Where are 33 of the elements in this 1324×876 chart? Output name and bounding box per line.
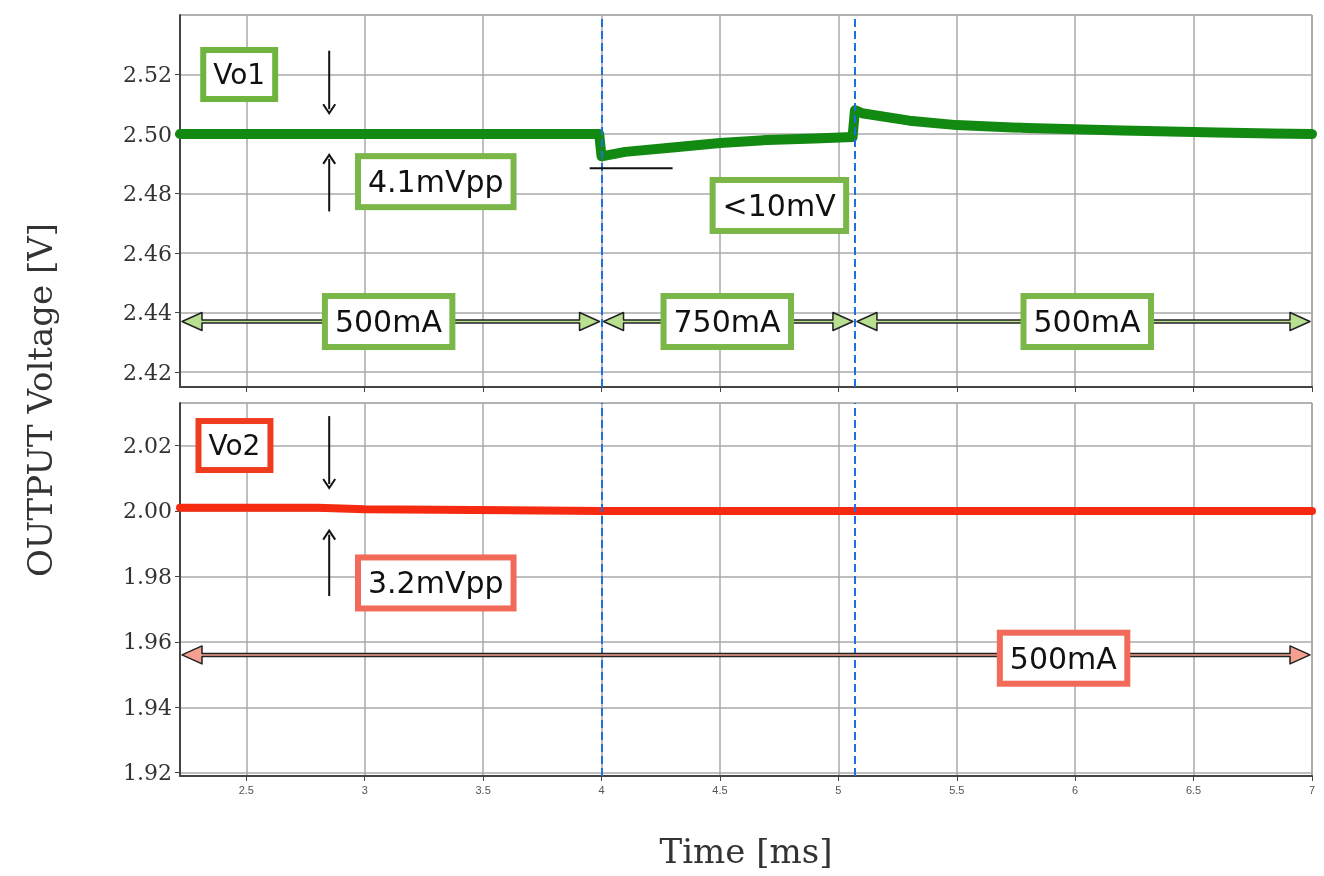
y-tick-label: 2.50 [123,121,172,147]
y-tick-label: 1.94 [123,694,172,720]
x-tick-label: 5 [835,783,842,796]
y-tick-label: 1.92 [123,760,172,786]
annotation: 500mA [334,304,443,340]
y-tick-label: 2.42 [123,359,172,385]
y-tick-label: 2.02 [123,433,172,459]
annotation: Vo1 [213,58,266,92]
y-tick-label: 2.00 [123,498,172,524]
annotation: 3.2mVpp [367,565,504,601]
y-tick-label: 2.46 [123,240,172,266]
x-tick-label: 6.5 [1185,783,1202,796]
y-tick-label: 2.44 [123,300,172,326]
x-tick-label: 4.5 [712,783,728,796]
x-tick-label: 2.5 [238,783,254,796]
x-tick-label: 4 [598,783,605,796]
annotation: 500mA [1009,640,1118,676]
x-tick-label: 5.5 [949,783,965,796]
y-tick-label: 1.98 [123,563,172,589]
x-tick-label: 6 [1072,783,1079,796]
y-tick-label: 2.52 [123,62,172,88]
annotation: 750mA [673,304,782,340]
y-axis-title: OUTPUT Voltage [V] [20,221,60,580]
y-tick-label: 1.96 [123,629,172,655]
x-tick-label: 3.5 [475,783,491,796]
x-axis-title: Time [ms] [659,831,833,871]
annotation: Vo2 [208,429,261,463]
annotation: 4.1mVpp [367,164,504,200]
annotation: 500mA [1033,304,1141,340]
x-tick-label: 7 [1308,783,1316,796]
x-tick-label: 3 [361,783,368,796]
y-tick-label: 2.48 [123,181,172,207]
annotation: <10mV [722,187,837,223]
